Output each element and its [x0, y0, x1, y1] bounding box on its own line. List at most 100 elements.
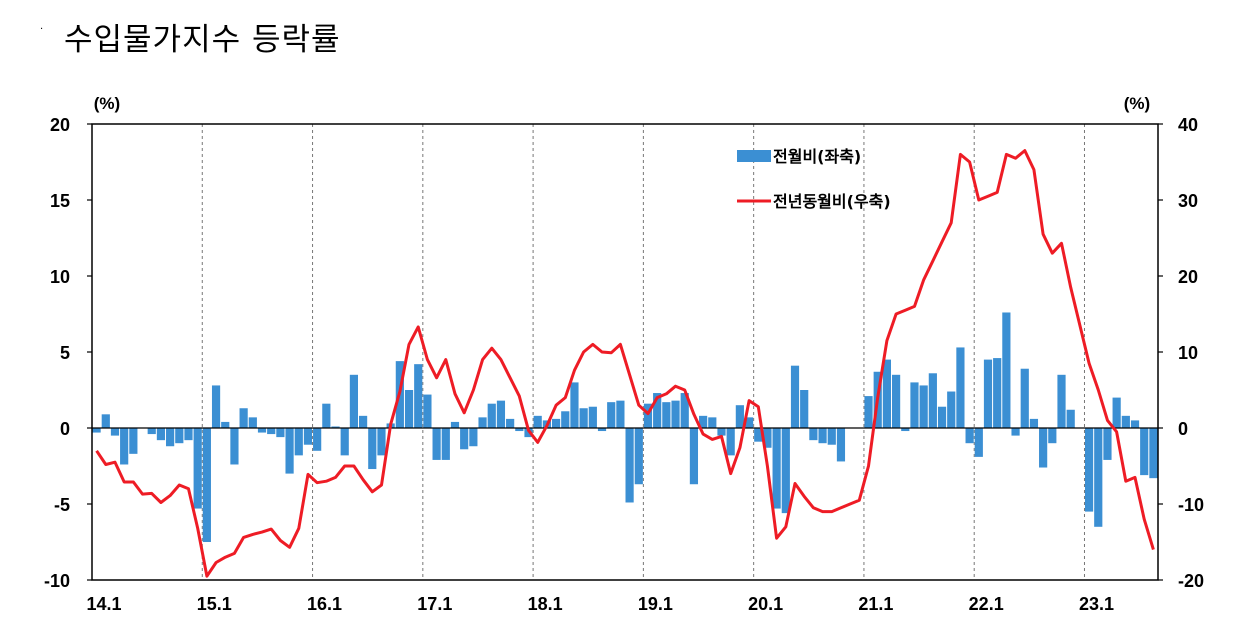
bar-series-mom [92, 312, 1158, 542]
left-tick-label: 10 [50, 267, 70, 287]
bar [1011, 428, 1020, 436]
bar [561, 411, 570, 428]
bar [276, 428, 285, 438]
bar [340, 428, 349, 456]
bar [974, 428, 983, 457]
bar [836, 428, 846, 462]
title-bullet: · [40, 24, 44, 35]
bar [1094, 428, 1103, 527]
bar [1057, 374, 1066, 428]
bar [625, 428, 634, 503]
x-tick-label: 15.1 [197, 594, 232, 614]
bar [827, 428, 836, 445]
bar [634, 428, 643, 485]
bar [671, 400, 680, 428]
bar [267, 428, 276, 435]
bar [993, 358, 1002, 428]
bar [239, 408, 248, 428]
bar [754, 428, 763, 442]
bar [983, 359, 993, 428]
bar [744, 417, 754, 428]
bar [1084, 428, 1094, 512]
legend-bar-swatch [737, 150, 771, 162]
bar [1002, 312, 1011, 428]
legend: 전월비(좌축) 전년동월비(우축) [737, 147, 891, 211]
bar [1140, 428, 1149, 476]
bar [662, 402, 671, 428]
bar [202, 428, 211, 542]
bar [331, 426, 340, 428]
bar [423, 394, 432, 428]
bar [726, 428, 735, 456]
bar [110, 428, 120, 436]
left-tick-label: 0 [60, 419, 70, 439]
bar [230, 428, 239, 465]
bar [248, 417, 257, 428]
bar [257, 428, 267, 433]
bar [211, 385, 221, 428]
bar [1048, 428, 1057, 444]
bar [1029, 418, 1039, 428]
bar [432, 428, 441, 460]
bar [450, 421, 460, 428]
bar [294, 428, 303, 456]
bar [349, 374, 358, 428]
bar [1130, 420, 1140, 428]
bar [781, 428, 790, 514]
bar [285, 428, 294, 474]
bar [92, 428, 101, 433]
chart-title: 수입물가지수 등락률 [64, 22, 341, 58]
bar [864, 396, 873, 428]
bar [956, 347, 965, 428]
bar [588, 406, 597, 428]
bar [699, 415, 708, 428]
x-tick-label: 17.1 [417, 594, 452, 614]
left-tick-label: -10 [44, 571, 70, 591]
line-series-yoy [95, 149, 1155, 578]
bar [882, 359, 891, 428]
bar [184, 428, 193, 441]
right-tick-label: -10 [1178, 495, 1204, 515]
x-tick-label: 18.1 [528, 594, 563, 614]
bar [901, 428, 910, 432]
right-axis-unit: (%) [1124, 94, 1150, 113]
right-tick-label: 40 [1178, 115, 1198, 135]
bar [928, 373, 937, 428]
x-tick-label: 20.1 [748, 594, 783, 614]
bar [735, 405, 744, 428]
bar [680, 393, 689, 428]
bar [937, 406, 947, 428]
left-axis-ticks: 20 15 10 5 0 -5 -10 [44, 115, 92, 591]
bar [414, 364, 423, 428]
x-tick-label: 23.1 [1079, 594, 1114, 614]
bar [965, 428, 974, 444]
bar [607, 402, 616, 428]
bar [1039, 428, 1048, 468]
bar [533, 415, 542, 428]
bar [616, 400, 625, 428]
bar [772, 428, 781, 509]
bar [313, 428, 322, 451]
x-axis-ticks: 14.1 15.1 16.1 17.1 18.1 19.1 20.1 21.1 22.1 23.1 [86, 594, 1114, 614]
gridlines [201, 124, 1085, 580]
bar [597, 428, 607, 432]
bar [166, 428, 175, 447]
bar [790, 365, 800, 428]
x-tick-label: 22.1 [969, 594, 1004, 614]
bar [460, 428, 469, 450]
bar [1121, 415, 1130, 428]
bar [1112, 397, 1121, 428]
bar [551, 418, 561, 428]
bar [487, 403, 496, 428]
x-tick-label: 14.1 [86, 594, 121, 614]
bar [147, 428, 156, 435]
bar [359, 415, 368, 428]
bar [643, 403, 653, 428]
bar [515, 428, 524, 432]
left-tick-label: -5 [54, 495, 70, 515]
bar [809, 428, 818, 441]
bar [129, 428, 138, 454]
right-tick-label: 20 [1178, 267, 1198, 287]
bar [496, 400, 506, 428]
